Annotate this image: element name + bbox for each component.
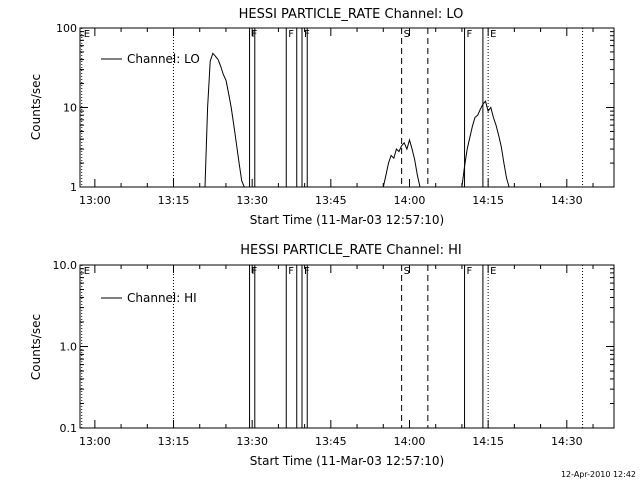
series-line: [204, 52, 245, 188]
y-tick-label: 1.0: [60, 341, 78, 354]
y-axis-label-hi: Counts/sec: [29, 314, 43, 380]
y-ticks-lo: 1 10 100: [56, 22, 614, 194]
legend-label-lo: Channel: LO: [127, 52, 200, 66]
y-tick-label: 10.0: [53, 259, 78, 272]
chart-title-lo: HESSI PARTICLE_RATE Channel: LO: [239, 7, 464, 22]
y-tick-label: 0.1: [60, 422, 78, 435]
series-line: [461, 100, 510, 188]
x-ticks-hi: 13:00 13:15 13:30 13:45 14:00 14:15 14:30: [79, 265, 594, 448]
x-tick-label: 13:15: [158, 194, 190, 207]
event-marker-label: S: [404, 29, 410, 40]
panel-hi: HESSI PARTICLE_RATE Channel: HI EFFFSFE …: [29, 243, 615, 468]
legend-lo: Channel: LO: [101, 52, 200, 66]
x-tick-label: 13:30: [236, 194, 268, 207]
event-marker-label: E: [84, 266, 90, 277]
y-tick-label: 100: [56, 22, 77, 35]
x-tick-label: 14:30: [551, 194, 583, 207]
legend-hi: Channel: HI: [101, 291, 197, 305]
event-marker-label: E: [490, 266, 496, 277]
event-marker-label: F: [288, 266, 294, 277]
event-marker-label: S: [404, 266, 410, 277]
x-axis-label-hi: Start Time (11-Mar-03 12:57:10): [250, 454, 444, 468]
series-line: [382, 138, 421, 188]
x-axis-label-lo: Start Time (11-Mar-03 12:57:10): [250, 213, 444, 227]
y-axis-label-lo: Counts/sec: [29, 74, 43, 140]
x-tick-label: 13:30: [236, 435, 268, 448]
footer-timestamp: 12-Apr-2010 12:42: [561, 470, 636, 479]
legend-label-hi: Channel: HI: [127, 291, 197, 305]
x-tick-label: 14:00: [394, 435, 426, 448]
panel-lo: HESSI PARTICLE_RATE Channel: LO EFFFSFE …: [29, 7, 615, 227]
x-tick-label: 13:15: [158, 435, 190, 448]
event-marker-label: F: [467, 266, 473, 277]
x-tick-label: 14:15: [472, 194, 504, 207]
y-tick-label: 10: [63, 102, 77, 115]
x-tick-label: 13:45: [315, 194, 347, 207]
x-tick-label: 13:00: [79, 435, 111, 448]
y-ticks-hi: 0.1 1.0 10.0: [53, 259, 614, 435]
chart-title-hi: HESSI PARTICLE_RATE Channel: HI: [240, 243, 461, 258]
x-tick-label: 14:00: [394, 194, 426, 207]
y-tick-label: 1: [70, 181, 77, 194]
x-tick-label: 13:00: [79, 194, 111, 207]
event-marker-label: E: [490, 29, 496, 40]
series-lo: [204, 52, 510, 188]
x-tick-label: 13:45: [315, 435, 347, 448]
event-marker-label: E: [84, 29, 90, 40]
markers-lo: EFFFSFE: [81, 28, 584, 187]
event-marker-label: F: [288, 29, 294, 40]
event-marker-label: F: [467, 29, 473, 40]
x-tick-label: 14:15: [472, 435, 504, 448]
plot-frame-hi: [79, 264, 615, 429]
x-ticks-lo: 13:00 13:15 13:30 13:45 14:00 14:15 14:30: [79, 28, 594, 207]
x-tick-label: 14:30: [551, 435, 583, 448]
markers-hi: EFFFSFE: [81, 265, 584, 428]
